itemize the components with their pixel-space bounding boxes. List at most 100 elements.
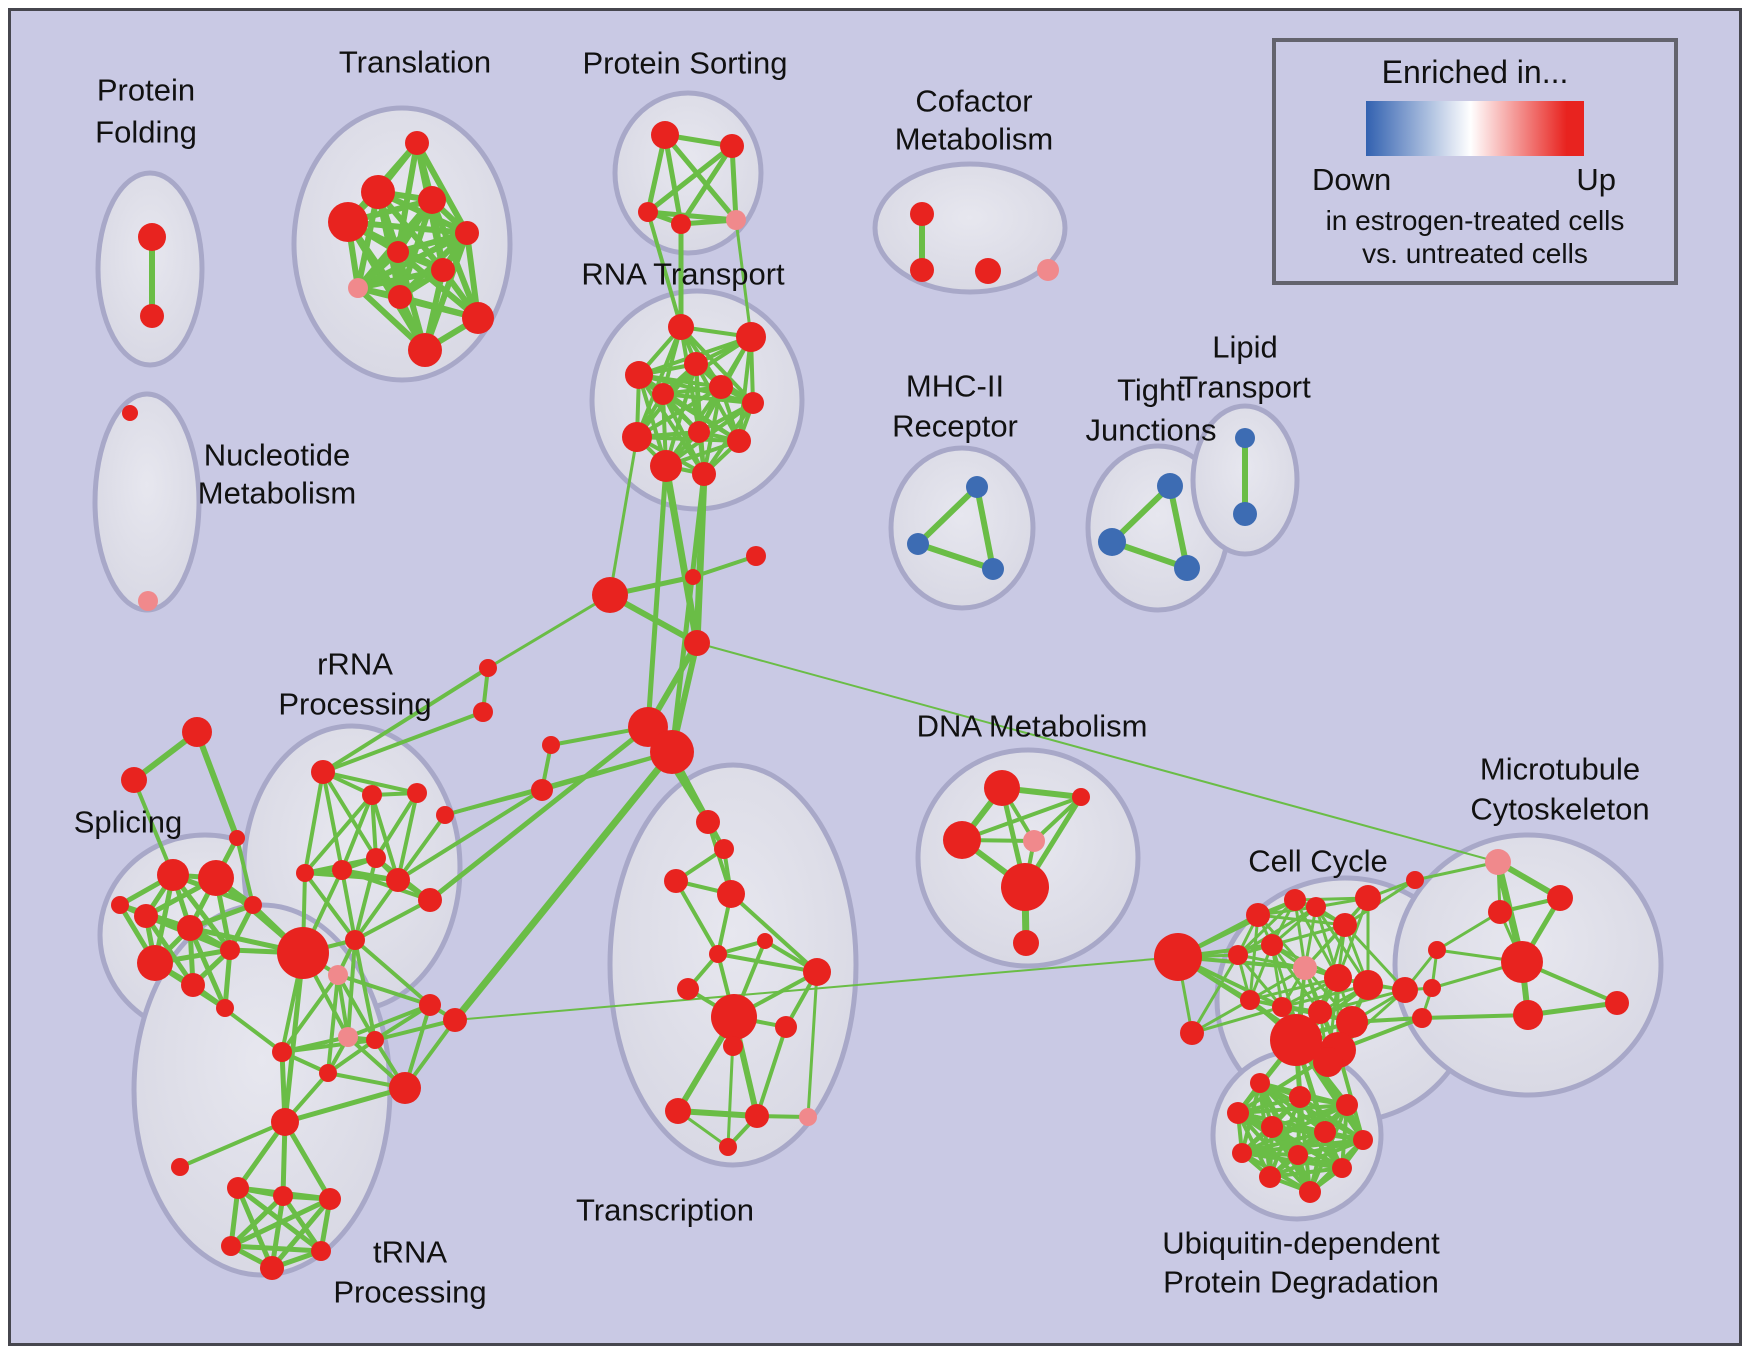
enrichment-edge [1236, 898, 1297, 957]
gene-set-node [1154, 933, 1202, 981]
enrichment-edge [326, 1038, 377, 1075]
enrichment-edge [228, 1243, 324, 1254]
gene-set-node [1485, 849, 1511, 875]
gene-set-node [664, 869, 688, 893]
gene-set-node [345, 930, 365, 950]
gene-set-node [650, 450, 682, 482]
gene-set-node [652, 383, 674, 405]
enrichment-edge [645, 143, 735, 215]
gene-set-node [1547, 885, 1573, 911]
enrichment-edge [194, 729, 240, 841]
gene-set-node [1246, 903, 1270, 927]
gene-set-node [418, 186, 446, 214]
gene-set-node [910, 258, 934, 282]
enrichment-edge [486, 593, 612, 670]
enrichment-edge [1190, 1005, 1284, 1035]
gene-set-node [726, 210, 746, 230]
gene-set-node [366, 1031, 384, 1049]
gene-set-node [366, 848, 386, 868]
enrichment-edge [679, 325, 755, 405]
enrichment-edge [178, 1120, 287, 1169]
gene-set-node [1174, 555, 1200, 581]
cluster-ellipse-cf [872, 161, 1068, 295]
enrichment-edge [321, 770, 344, 872]
gene-set-node [319, 1188, 341, 1210]
enrichment-edge [1270, 923, 1347, 947]
gene-set-node [216, 999, 234, 1017]
gene-set-node [182, 717, 212, 747]
gene-set-node [140, 304, 164, 328]
gene-set-node [272, 1042, 292, 1062]
enrichment-edge [396, 791, 419, 882]
enrichment-edge [269, 1193, 286, 1271]
cluster-ellipse-mh [888, 445, 1036, 611]
enrichment-edge [1248, 976, 1340, 1002]
gene-set-node [638, 202, 658, 222]
cluster-label-tx: Transcription [576, 1193, 754, 1228]
gene-set-node [221, 1236, 241, 1256]
gene-set-node [319, 1064, 337, 1082]
enrichment-edge [1293, 898, 1340, 980]
gene-set-node [651, 121, 679, 149]
enrichment-edge [353, 938, 432, 1007]
gene-set-node [386, 868, 410, 892]
gene-set-node [1157, 473, 1183, 499]
gene-set-node [436, 806, 454, 824]
gene-set-node [709, 375, 733, 399]
enrichment-edge [635, 435, 741, 443]
enrichment-edge [280, 1193, 324, 1254]
gene-set-node [677, 978, 699, 1000]
gene-set-node [711, 994, 757, 1040]
enrichment-edge [353, 898, 432, 942]
gene-set-node [799, 1108, 817, 1126]
gene-set-node [332, 860, 352, 880]
gene-set-node [1013, 930, 1039, 956]
gene-set-node [273, 1186, 293, 1206]
enrichment-gradient-bar [1366, 101, 1584, 156]
gene-set-node [134, 904, 158, 928]
cluster-label-tr: tRNA Processing [333, 1235, 486, 1310]
gene-set-node [684, 630, 710, 656]
gene-set-node [111, 896, 129, 914]
enrichment-edge [691, 554, 758, 579]
gene-set-node [121, 767, 147, 793]
enrichment-edge [674, 879, 720, 956]
gene-set-node [1333, 913, 1357, 937]
gene-set-node [1313, 1047, 1343, 1077]
gene-set-node [1324, 964, 1352, 992]
enrichment-edge [340, 868, 357, 942]
cluster-label-nm: Nucleotide Metabolism [198, 438, 357, 511]
gene-set-node [138, 591, 158, 611]
gene-set-node [479, 659, 497, 677]
legend-subtitle-line2: vs. untreated cells [1362, 238, 1588, 269]
gene-set-node [220, 940, 240, 960]
enrichment-edge [355, 267, 446, 291]
enrichment-edge [1167, 483, 1190, 571]
enrichment-edge [282, 950, 306, 1125]
gene-set-node [388, 285, 412, 309]
gene-set-node [1406, 871, 1424, 889]
gene-set-node [177, 915, 203, 941]
gene-set-node [1299, 1181, 1321, 1203]
gene-set-node [1353, 970, 1383, 1000]
enrichment-edge [1268, 1166, 1344, 1179]
gene-set-node [1250, 1073, 1270, 1093]
enrichment-edge [346, 1003, 432, 1039]
enrichment-edge [915, 484, 980, 547]
enrichment-edge [321, 666, 490, 774]
enrichment-edge [303, 770, 325, 875]
gene-set-node [1314, 1121, 1336, 1143]
enrichment-edge [451, 748, 676, 1024]
gene-set-node [709, 945, 727, 963]
enrichment-edge [282, 1119, 333, 1202]
legend-down-label: Down [1312, 162, 1392, 197]
gene-set-node [685, 569, 701, 585]
gene-set-node [171, 1158, 189, 1176]
cluster-label-ps: Protein Sorting [582, 46, 787, 81]
cluster-label-lp: Lipid Transport [1179, 330, 1311, 405]
gene-set-node [742, 392, 764, 414]
gene-set-node [1501, 941, 1543, 983]
gene-set-node [405, 131, 429, 155]
gene-set-node [1306, 897, 1326, 917]
gene-set-node [1392, 977, 1418, 1003]
